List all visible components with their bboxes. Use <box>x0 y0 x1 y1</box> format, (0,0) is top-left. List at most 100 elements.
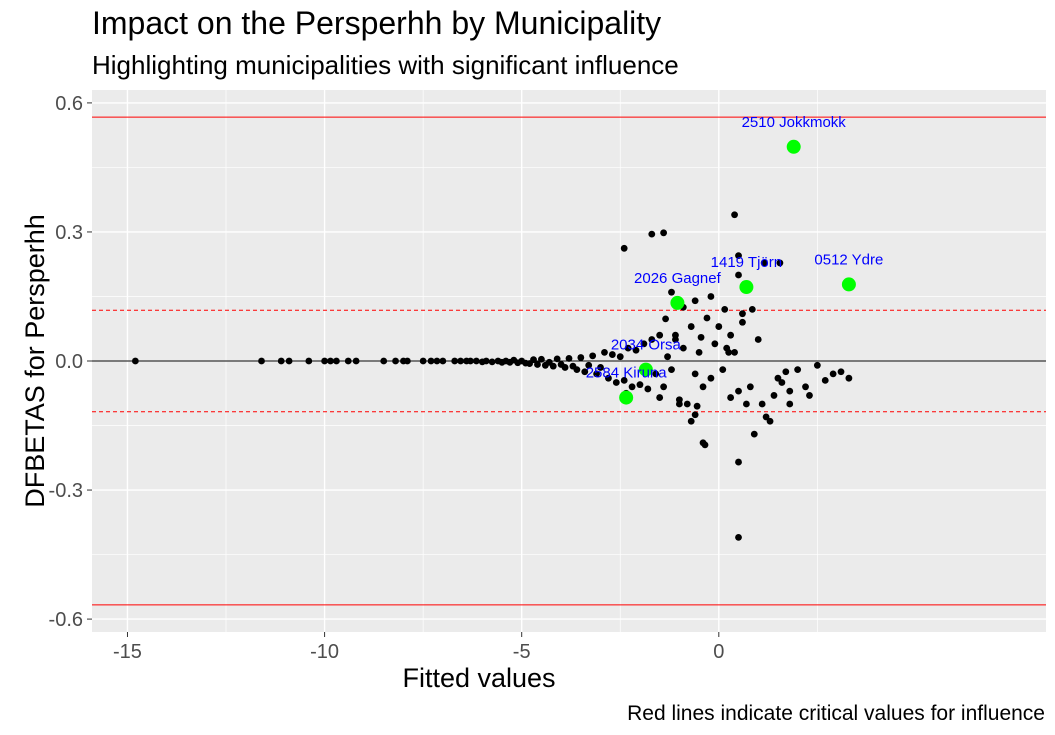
point-label: 1419 Tjörn <box>711 254 782 271</box>
data-point <box>675 400 683 408</box>
data-point <box>640 340 648 348</box>
data-point <box>707 374 715 382</box>
data-point <box>589 352 597 360</box>
data-point <box>656 331 664 339</box>
data-point <box>668 366 675 374</box>
data-point <box>439 357 447 365</box>
data-point <box>573 366 581 374</box>
highlighted-point <box>739 280 754 295</box>
data-point <box>766 417 774 425</box>
data-point <box>776 259 784 267</box>
point-label: 0512 Ydre <box>814 251 883 268</box>
data-point <box>742 400 750 408</box>
data-point <box>821 376 829 384</box>
data-point <box>774 374 782 382</box>
data-point <box>802 383 809 391</box>
highlighted-point <box>670 295 685 310</box>
data-point <box>608 351 616 358</box>
data-point <box>277 357 285 365</box>
data-point <box>467 357 474 365</box>
data-point <box>427 357 435 365</box>
highlighted-point <box>841 277 856 292</box>
data-point <box>636 381 644 389</box>
data-point <box>344 357 352 365</box>
data-point <box>553 355 561 363</box>
x-tick-label: -15 <box>113 641 142 663</box>
data-point <box>419 357 427 365</box>
data-point <box>721 305 729 313</box>
data-point <box>687 417 695 425</box>
data-point <box>786 400 794 408</box>
data-point <box>597 364 604 371</box>
data-point <box>735 271 742 279</box>
data-point <box>451 357 459 365</box>
data-point <box>530 356 537 364</box>
data-point <box>660 383 668 391</box>
data-point <box>648 230 656 238</box>
data-point <box>472 357 480 365</box>
data-point <box>333 357 340 365</box>
y-axis-label: DFBETAS for Persperhh <box>20 214 50 508</box>
data-point <box>762 413 770 421</box>
data-point <box>703 314 711 322</box>
data-point <box>581 368 589 376</box>
data-point <box>644 385 652 393</box>
data-point <box>565 355 573 362</box>
data-point <box>806 392 813 399</box>
y-tick-label: 0.0 <box>55 351 83 373</box>
data-point <box>813 361 821 369</box>
data-point <box>403 357 411 365</box>
data-point <box>739 310 746 318</box>
highlighted-point <box>638 362 653 377</box>
data-point <box>711 340 719 348</box>
y-tick-label: -0.3 <box>49 480 83 502</box>
chart-subtitle: Highlighting municipalities with signifi… <box>92 50 679 80</box>
data-point <box>672 331 679 339</box>
y-tick-label: -0.6 <box>49 609 83 631</box>
data-point <box>735 533 742 541</box>
data-point <box>285 357 293 365</box>
data-point <box>585 361 593 369</box>
data-point <box>731 348 738 356</box>
data-point <box>715 323 723 330</box>
data-point <box>662 315 669 323</box>
data-point <box>668 288 675 296</box>
point-label: 2584 Kiruna <box>586 365 668 382</box>
data-point <box>735 458 742 466</box>
data-point <box>786 387 794 395</box>
data-point <box>392 357 399 365</box>
data-point <box>577 354 585 361</box>
data-point <box>748 305 756 313</box>
data-point <box>593 370 600 378</box>
data-point <box>538 355 545 363</box>
data-point <box>131 357 139 365</box>
data-point <box>829 370 837 378</box>
point-label: 2026 Gagnef <box>634 270 722 287</box>
data-point <box>620 244 628 252</box>
data-point <box>845 374 853 382</box>
data-point <box>632 346 640 354</box>
data-point <box>616 353 624 361</box>
data-point <box>782 368 790 376</box>
data-point <box>735 387 742 395</box>
data-point <box>488 358 496 366</box>
data-point <box>664 353 671 361</box>
data-point <box>380 357 388 365</box>
data-point <box>770 392 778 399</box>
chart-caption: Red lines indicate critical values for i… <box>627 702 1045 725</box>
data-point <box>739 318 746 326</box>
data-point <box>624 344 632 352</box>
data-point <box>433 357 441 365</box>
data-point <box>534 361 541 368</box>
x-tick-label: -5 <box>513 641 531 663</box>
data-point <box>695 348 703 356</box>
data-point <box>305 357 313 365</box>
chart-title: Impact on the Persperhh by Municipality <box>92 5 662 41</box>
data-point <box>750 430 758 438</box>
data-point <box>620 376 628 384</box>
data-point <box>731 211 738 219</box>
data-point <box>561 364 569 371</box>
data-point <box>648 336 656 343</box>
data-point <box>628 383 636 391</box>
